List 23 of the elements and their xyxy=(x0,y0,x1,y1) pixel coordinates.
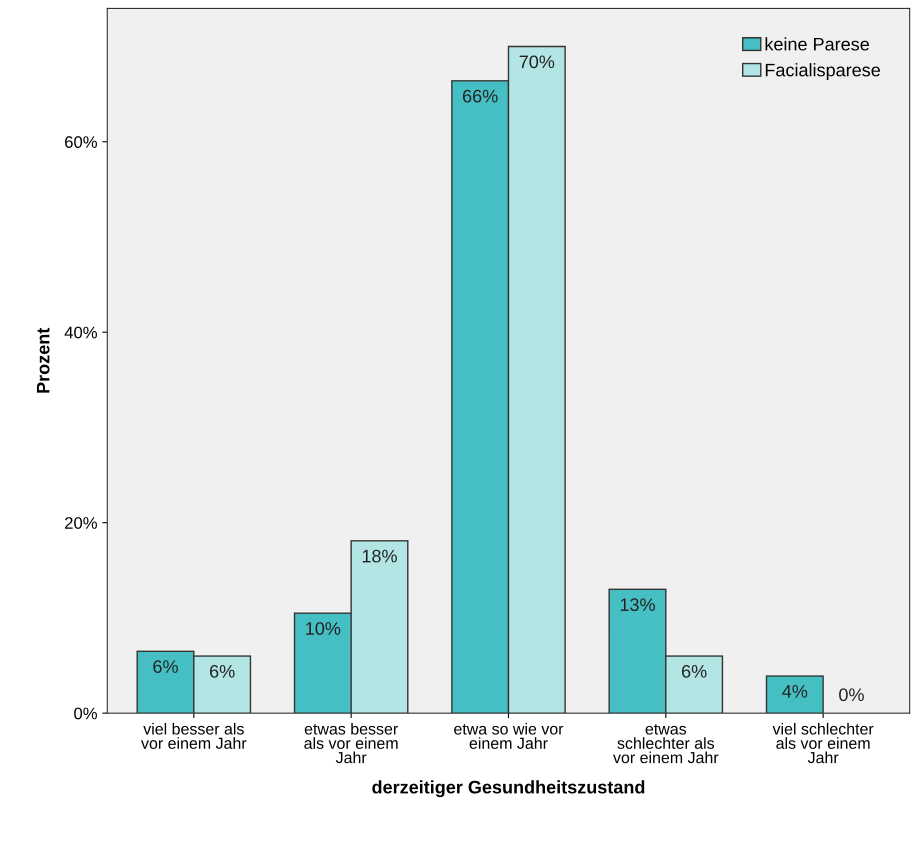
data-label: 18% xyxy=(362,550,397,563)
x-tick-label: viel besser als vor einem Jahr xyxy=(141,722,246,749)
data-label: 6% xyxy=(210,664,235,678)
legend-label: keine Parese xyxy=(766,37,869,51)
y-tick-label: 0% xyxy=(74,708,97,720)
x-axis-title: derzeitiger Gesundheitszustand xyxy=(372,780,644,798)
x-tick-label: viel schlechter als vor einem Jahr xyxy=(772,722,874,764)
data-label: 6% xyxy=(682,664,707,678)
data-label: 6% xyxy=(153,660,178,673)
data-label: 13% xyxy=(620,598,655,612)
y-tick-label: 40% xyxy=(64,326,97,338)
x-tick-label: etwas schlechter als vor einem Jahr xyxy=(613,724,718,764)
legend-label: Facialisparese xyxy=(766,63,880,80)
y-tick-label: 20% xyxy=(65,517,97,529)
y-tick-label: 60% xyxy=(65,136,97,148)
data-label: 0% xyxy=(839,688,864,702)
data-label: 70% xyxy=(520,55,554,68)
x-tick-label: etwa so wie vor einem Jahr xyxy=(454,722,564,749)
x-tick-label: etwas besser als vor einem Jahr xyxy=(304,722,398,764)
data-label: 4% xyxy=(782,685,808,698)
y-axis-title: Prozent xyxy=(36,328,50,393)
data-label: 10% xyxy=(306,622,340,635)
data-label: 66% xyxy=(463,90,498,103)
